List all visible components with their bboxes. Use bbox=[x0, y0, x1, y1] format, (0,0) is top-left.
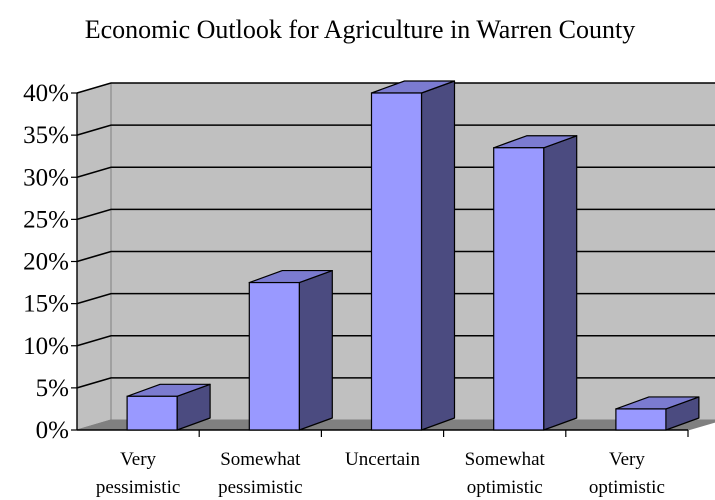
x-category-label-line: optimistic bbox=[467, 477, 543, 498]
y-tick-label: 25% bbox=[23, 206, 69, 233]
bar-side-face bbox=[298, 269, 333, 431]
bar bbox=[370, 80, 456, 431]
x-category-label-line: Somewhat bbox=[220, 449, 301, 470]
x-category-label: Somewhat pessimistic bbox=[218, 449, 302, 498]
bar-front-face bbox=[370, 92, 423, 431]
x-axis-category-labels: Very pessimistic Somewhat pessimistic Uncert… bbox=[96, 449, 665, 498]
bar-side-face bbox=[420, 80, 456, 431]
x-category-label: Uncertain bbox=[345, 449, 420, 470]
y-tick-label: 0% bbox=[36, 417, 69, 444]
y-tick-label: 15% bbox=[23, 291, 69, 318]
y-tick-label: 5% bbox=[36, 375, 69, 402]
y-tick-label: 40% bbox=[23, 80, 69, 107]
gridline bbox=[76, 124, 715, 136]
x-category-label-line: optimistic bbox=[589, 477, 665, 498]
bar-front-face bbox=[248, 281, 300, 431]
x-category-label-line: Somewhat bbox=[465, 449, 546, 470]
chart-title: Economic Outlook for Agriculture in Warr… bbox=[84, 15, 636, 44]
bar-front-face bbox=[493, 147, 545, 431]
bar bbox=[615, 396, 700, 431]
x-category-label: Very pessimistic bbox=[96, 449, 180, 498]
y-tick-label: 35% bbox=[23, 122, 69, 149]
chart-bars bbox=[126, 80, 700, 431]
x-category-label-line: Very bbox=[609, 449, 645, 470]
bar-front-face bbox=[615, 408, 667, 431]
y-axis-tick-labels: 0% 5% 10% 15% 20% 25% 30% 35% 40% bbox=[23, 80, 69, 444]
y-tick-label: 30% bbox=[23, 164, 69, 191]
bar-side-face bbox=[543, 135, 578, 431]
y-tick-label: 10% bbox=[23, 333, 69, 360]
x-category-label-line: Very bbox=[120, 449, 156, 470]
y-tick-label: 20% bbox=[23, 249, 69, 276]
bar-front-face bbox=[126, 395, 178, 431]
gridline bbox=[76, 82, 715, 94]
x-category-label: Somewhat optimistic bbox=[465, 449, 546, 498]
x-category-label-line: pessimistic bbox=[218, 477, 302, 498]
bar bbox=[493, 135, 578, 431]
x-category-label: Very optimistic bbox=[589, 449, 665, 498]
bar bbox=[126, 383, 211, 431]
x-category-label-line: pessimistic bbox=[96, 477, 180, 498]
bar bbox=[248, 269, 333, 431]
x-category-label-line: Uncertain bbox=[345, 449, 420, 470]
